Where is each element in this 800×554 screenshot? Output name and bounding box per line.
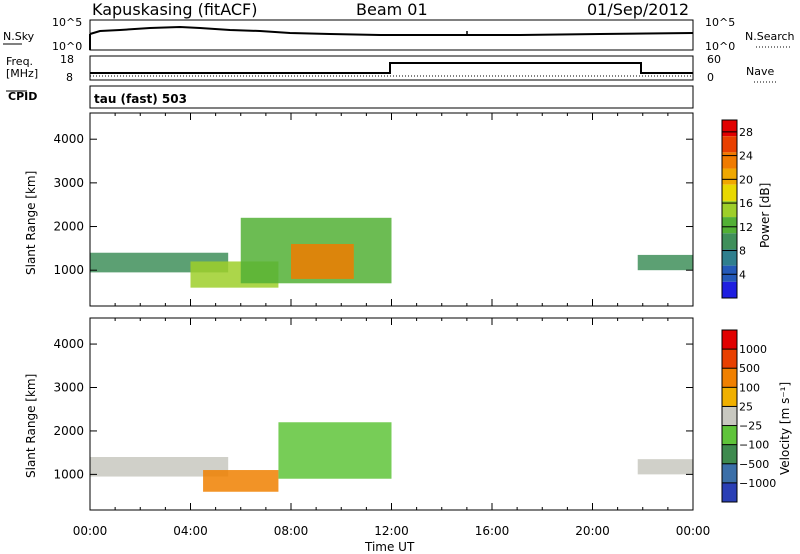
freq-right-tick-low: 0	[707, 71, 714, 84]
colorbar-tick-label: 1000	[739, 343, 767, 356]
colorbar-swatch	[722, 463, 737, 483]
freq-left-label-2: [MHz]	[6, 67, 38, 80]
colorbar-swatch	[722, 368, 737, 388]
freq-right-label: Nave	[746, 65, 774, 78]
echo-region	[637, 254, 693, 271]
colorbar-swatch	[722, 217, 737, 234]
beam-label: Beam 01	[356, 0, 428, 19]
colorbar-tick-label: 25	[739, 400, 753, 413]
colorbar-tick-label: −500	[739, 458, 769, 471]
noise-left-label: N.Sky	[3, 30, 35, 43]
colorbar-tick-label: −1000	[739, 477, 776, 490]
colorbar-swatch	[722, 136, 737, 153]
freq-trace	[90, 62, 693, 74]
noise-sky-trace	[89, 25, 694, 36]
y-tick-label: 4000	[53, 337, 84, 351]
echo-region	[637, 459, 693, 475]
x-tick-label: 00:00	[73, 524, 108, 538]
colorbar-swatch	[722, 120, 737, 137]
colorbar-swatch	[722, 168, 737, 185]
freq-left-label-1: Freq.	[6, 55, 33, 68]
y-tick-label: 3000	[53, 381, 84, 395]
colorbar-tick-label: 16	[739, 197, 753, 210]
noise-right-tick-low: 10^0	[705, 40, 735, 53]
colorbar-tick-label: −25	[739, 420, 762, 433]
colorbar-swatch	[722, 233, 737, 250]
colorbar-tick-label: −100	[739, 439, 769, 452]
colorbar-swatch	[722, 425, 737, 445]
velocity-panel: 00:00 04:00 08:00 12:00 16:00 20:00 00:00 1000 2…	[53, 317, 776, 538]
colorbar-tick-label: 100	[739, 381, 760, 394]
freq-panel: Freq. [MHz] 18 8 60 0 Nave	[6, 53, 778, 84]
noise-right-tick-high: 10^5	[705, 16, 735, 29]
colorbar-swatch	[722, 387, 737, 407]
power-colorbar-label: Power [dB]	[758, 183, 772, 248]
echo-region	[203, 470, 279, 492]
y-tick-label: 4000	[53, 132, 84, 146]
y-tick-label: 1000	[53, 467, 84, 481]
y-tick-label: 2000	[53, 220, 84, 234]
colorbar-swatch	[722, 406, 737, 426]
cpid-row: CPID tau (fast) 503	[6, 85, 694, 109]
freq-left-tick-low: 8	[66, 71, 73, 84]
power-ylabel: Slant Range [km]	[24, 171, 38, 275]
y-tick-label: 1000	[53, 263, 84, 277]
x-tick-label: 16:00	[475, 524, 510, 538]
power-panel: 1000 2000 3000 4000 4 8 12 16 20 24 28	[53, 112, 753, 307]
colorbar-swatch	[722, 349, 737, 369]
noise-left-tick-low: 10^0	[52, 40, 82, 53]
colorbar-tick-label: 500	[739, 362, 760, 375]
colorbar-swatch	[722, 265, 737, 282]
x-tick-label: 04:00	[173, 524, 208, 538]
cpid-mode-text: tau (fast) 503	[94, 92, 187, 106]
colorbar-swatch	[722, 249, 737, 266]
plot-frame	[89, 317, 694, 511]
freq-left-tick-high: 18	[60, 53, 74, 66]
velocity-colorbar-label: Velocity [m s⁻¹]	[778, 382, 792, 475]
x-tick-label: 20:00	[575, 524, 610, 538]
velocity-ylabel: Slant Range [km]	[24, 374, 38, 478]
echo-region	[90, 457, 229, 477]
x-tick-label: 12:00	[374, 524, 409, 538]
echo-region	[278, 422, 392, 479]
echo-region	[291, 243, 354, 279]
colorbar-tick-label: 8	[739, 245, 746, 258]
time-xlabel: Time UT	[364, 540, 415, 554]
x-tick-label: 08:00	[274, 524, 309, 538]
x-tick-label: 00:00	[676, 524, 711, 538]
colorbar-swatch	[722, 444, 737, 464]
y-tick-label: 2000	[53, 424, 84, 438]
colorbar-swatch	[722, 184, 737, 201]
noise-right-label: N.Search	[745, 30, 795, 43]
colorbar-tick-label: 24	[739, 150, 753, 163]
colorbar-swatch	[722, 152, 737, 169]
colorbar-swatch	[722, 281, 737, 298]
noise-panel: N.Sky 10^5 10^0 10^5 10^0 N.Search	[3, 16, 795, 53]
date-label: 01/Sep/2012	[587, 0, 690, 19]
cpid-label: CPID	[8, 90, 37, 103]
y-tick-label: 3000	[53, 176, 84, 190]
colorbar-tick-label: 28	[739, 126, 753, 139]
colorbar-tick-label: 20	[739, 173, 753, 186]
colorbar-swatch	[722, 330, 737, 350]
colorbar-tick-label: 4	[739, 268, 746, 281]
freq-right-tick-high: 60	[707, 53, 721, 66]
colorbar-swatch	[722, 200, 737, 218]
noise-left-tick-high: 10^5	[52, 16, 82, 29]
station-title: Kapuskasing (fitACF)	[92, 0, 258, 19]
colorbar-swatch	[722, 482, 737, 502]
colorbar-tick-label: 12	[739, 221, 753, 234]
